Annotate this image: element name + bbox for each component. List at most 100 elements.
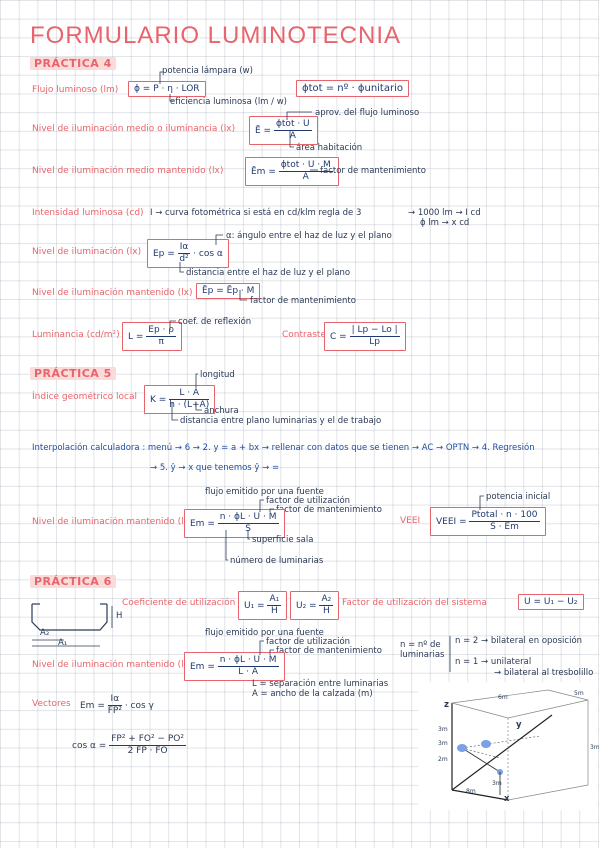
diagram-dim-1: 3m bbox=[438, 726, 448, 733]
u2-den: H bbox=[322, 606, 330, 616]
ep-ann-bot: distancia entre el haz de luz y el plano bbox=[186, 268, 351, 278]
em-mant-ann: factor de mantenimiento bbox=[320, 166, 426, 176]
em-medio-label: Nivel de iluminación medio o iluminancia… bbox=[32, 124, 236, 134]
em-medio-num: ϕtot · U bbox=[273, 119, 312, 131]
p5-em-ann-4: superficie sala bbox=[252, 535, 314, 545]
page-title: FORMULARIO LUMINOTECNIA bbox=[30, 22, 402, 49]
k-ann-bot: distancia entre plano luminarias y el de… bbox=[180, 416, 382, 426]
luminancia-num: Ep · ρ bbox=[146, 325, 176, 337]
diagram-dim-4: 3m bbox=[590, 744, 599, 751]
diagram-axis-z: z bbox=[444, 700, 449, 710]
diagram-axis-x: x bbox=[504, 794, 510, 804]
k-label: Índice geométrico local bbox=[32, 392, 137, 402]
p6-em-ann-5: A = ancho de la calzada (m) bbox=[252, 689, 373, 699]
em-medio-ann-top: aprov. del flujo luminoso bbox=[315, 108, 420, 118]
ep-den: d² bbox=[179, 254, 189, 264]
p5-em-lhs: Em = bbox=[190, 519, 215, 529]
u1-formula: U₁ = A₁ H bbox=[238, 591, 288, 620]
profile-h-label: H bbox=[116, 611, 123, 621]
ep-ann-top: α: ángulo entre el haz de luz y el plano bbox=[226, 231, 392, 241]
em-mant-label: Nivel de iluminación medio mantenido (lx… bbox=[32, 166, 224, 176]
profile-a2-label: A₂ bbox=[40, 628, 50, 638]
flujo-label: Flujo luminoso (lm) bbox=[32, 85, 119, 95]
flujo-ann-top: potencia lámpara (w) bbox=[162, 66, 253, 76]
veei-lhs: VEEI = bbox=[436, 517, 467, 527]
em-mant-den: A bbox=[302, 172, 309, 182]
section-heading-p4: PRÁCTICA 4 bbox=[30, 57, 116, 70]
intensidad-text: I → curva fotométrica si está en cd/klm … bbox=[150, 208, 362, 218]
em-medio-den: A bbox=[289, 131, 296, 141]
k-num: L · A bbox=[169, 388, 210, 400]
contraste-formula: C = | Lp − Lo | Lp bbox=[324, 322, 406, 351]
k-lhs: K = bbox=[150, 395, 167, 405]
em-mant-num: ϕtot · U · M bbox=[278, 160, 333, 172]
cos-lhs: cos α = bbox=[72, 741, 107, 751]
cos-den: 2 FP · FO bbox=[127, 746, 168, 756]
p5-em-den: S bbox=[245, 524, 251, 534]
p5-em-num: n · ϕL · U · M bbox=[217, 512, 279, 524]
ep-formula: Ep = Iα d² · cos α bbox=[147, 239, 229, 268]
veei-ann: potencia inicial bbox=[486, 492, 551, 502]
p6-em-num: n · ϕL · U · M bbox=[217, 655, 279, 667]
sys-factor-label: Factor de utilización del sistema bbox=[342, 598, 487, 608]
u1-den: H bbox=[270, 606, 278, 616]
diagram-dim-8: 6m bbox=[498, 694, 508, 701]
diagram-dim-6: 8m bbox=[466, 788, 476, 795]
n2-rule: n = 2 → bilateral en oposición bbox=[455, 636, 583, 646]
p6-em-den: L · A bbox=[238, 667, 258, 677]
p5-em-ann-2: factor de utilización bbox=[266, 496, 351, 506]
vectores-lhs: Em = bbox=[80, 701, 105, 711]
epm-label: Nivel de iluminación mantenido (lx) bbox=[32, 288, 193, 298]
diagram-dim-7: 5m bbox=[574, 690, 584, 697]
p6-em-ann-1: flujo emitido por una fuente bbox=[205, 628, 324, 638]
veei-formula: VEEI = Ptotal · n · 100 S · Em bbox=[430, 507, 546, 536]
phi-tot-formula: ϕtot = nº · ϕunitario bbox=[296, 80, 409, 97]
p6-em-label: Nivel de iluminación mantenido (lx) bbox=[32, 660, 193, 670]
veei-num: Ptotal · n · 100 bbox=[469, 510, 540, 522]
luminancia-ann: coef. de reflexión bbox=[178, 317, 252, 327]
n1-rule: n = 1 → unilateral bbox=[455, 657, 532, 667]
contraste-lhs: C = bbox=[330, 332, 347, 342]
luminancia-den: π bbox=[158, 337, 164, 347]
p5-em-ann-5: número de luminarias bbox=[230, 556, 324, 566]
em-mant-lhs: Ēm = bbox=[251, 167, 276, 177]
p6-em-lhs: Em = bbox=[190, 662, 215, 672]
n-luminarias-label: n = nº de luminarias bbox=[400, 640, 445, 660]
vectores-formula: Em = Iα FP² · cos γ bbox=[80, 694, 154, 717]
intensidad-rule-1: → 1000 lm → I cd bbox=[408, 208, 481, 218]
sys-factor-formula: U = U₁ − U₂ bbox=[518, 594, 584, 610]
vectores-tail: · cos γ bbox=[124, 701, 154, 711]
n1b-rule: → bilateral al tresbolillo bbox=[494, 668, 594, 678]
contraste-num: | Lp − Lo | bbox=[349, 325, 400, 337]
p6-em-ann-3: factor de mantenimiento bbox=[276, 646, 382, 656]
interpolacion-line-2: → 5. ŷ → x que tenemos ŷ → = bbox=[150, 463, 280, 473]
contraste-label: Contraste bbox=[282, 330, 326, 340]
cos-num: FP² + FO² − PO² bbox=[109, 734, 186, 746]
epm-formula: Ēp = Ēp · M bbox=[196, 283, 261, 299]
p5-em-ann-3: factor de mantenimiento bbox=[276, 505, 382, 515]
veei-den: S · Em bbox=[490, 522, 519, 532]
u1-lhs: U₁ = bbox=[244, 601, 265, 611]
section-heading-p5: PRÁCTICA 5 bbox=[30, 367, 116, 380]
flujo-formula: ϕ = P · η · LOR bbox=[128, 81, 206, 97]
p6-em-ann-4: L = separación entre luminarias bbox=[252, 679, 389, 689]
intensidad-label: Intensidad luminosa (cd) bbox=[32, 208, 144, 218]
veei-label: VEEI bbox=[400, 516, 421, 526]
diagram-axis-y: y bbox=[516, 720, 522, 730]
u1-num: A₁ bbox=[267, 594, 282, 606]
k-ann-top: longitud bbox=[200, 370, 235, 380]
em-medio-lhs: Ē = bbox=[255, 126, 272, 136]
k-den: h · (L+A) bbox=[169, 400, 210, 410]
interpolacion-line-1: Interpolación calculadora : menú → 6 → 2… bbox=[32, 443, 535, 453]
luminancia-label: Luminancia (cd/m²) bbox=[32, 330, 120, 340]
p5-em-label: Nivel de iluminación mantenido (lx) bbox=[32, 517, 193, 527]
u2-lhs: U₂ = bbox=[296, 601, 317, 611]
